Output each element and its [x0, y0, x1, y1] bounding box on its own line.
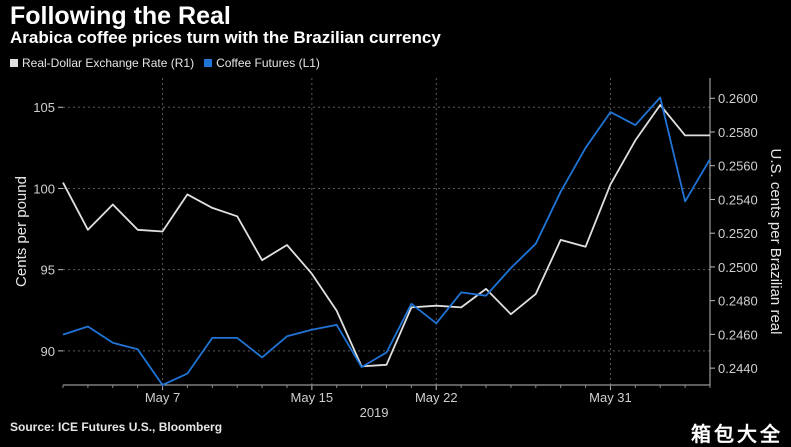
x-tick-label-0: May 7	[145, 390, 180, 405]
right-tick-label-2: 0.2480	[718, 294, 758, 309]
right-tick-label-7: 0.2580	[718, 125, 758, 140]
right-tick-label-0: 0.2440	[718, 361, 758, 376]
x-tick-label-2: May 22	[415, 390, 458, 405]
right-tick-label-4: 0.2520	[718, 226, 758, 241]
right-axis-title: U.S. cents per Brazilian real	[767, 149, 784, 335]
right-tick-label-6: 0.2560	[718, 159, 758, 174]
x-tick-label-3: May 31	[589, 390, 632, 405]
left-tick-label-3: 105	[33, 100, 55, 115]
left-tick-label-1: 95	[41, 263, 55, 278]
series-line-coffee	[63, 98, 710, 386]
series-line-real	[63, 105, 710, 366]
left-tick-label-2: 100	[33, 181, 55, 196]
right-tick-label-5: 0.2540	[718, 192, 758, 207]
x-tick-label-1: May 15	[291, 390, 334, 405]
watermark-logo: 箱包大全	[691, 418, 783, 447]
right-tick-label-3: 0.2500	[718, 260, 758, 275]
right-tick-label-1: 0.2460	[718, 327, 758, 342]
x-year-label: 2019	[360, 405, 389, 420]
left-tick-label-0: 90	[41, 344, 55, 359]
left-axis-title: Cents per pound	[13, 176, 30, 287]
source-note: Source: ICE Futures U.S., Bloomberg	[10, 420, 222, 434]
right-tick-label-8: 0.2600	[718, 91, 758, 106]
